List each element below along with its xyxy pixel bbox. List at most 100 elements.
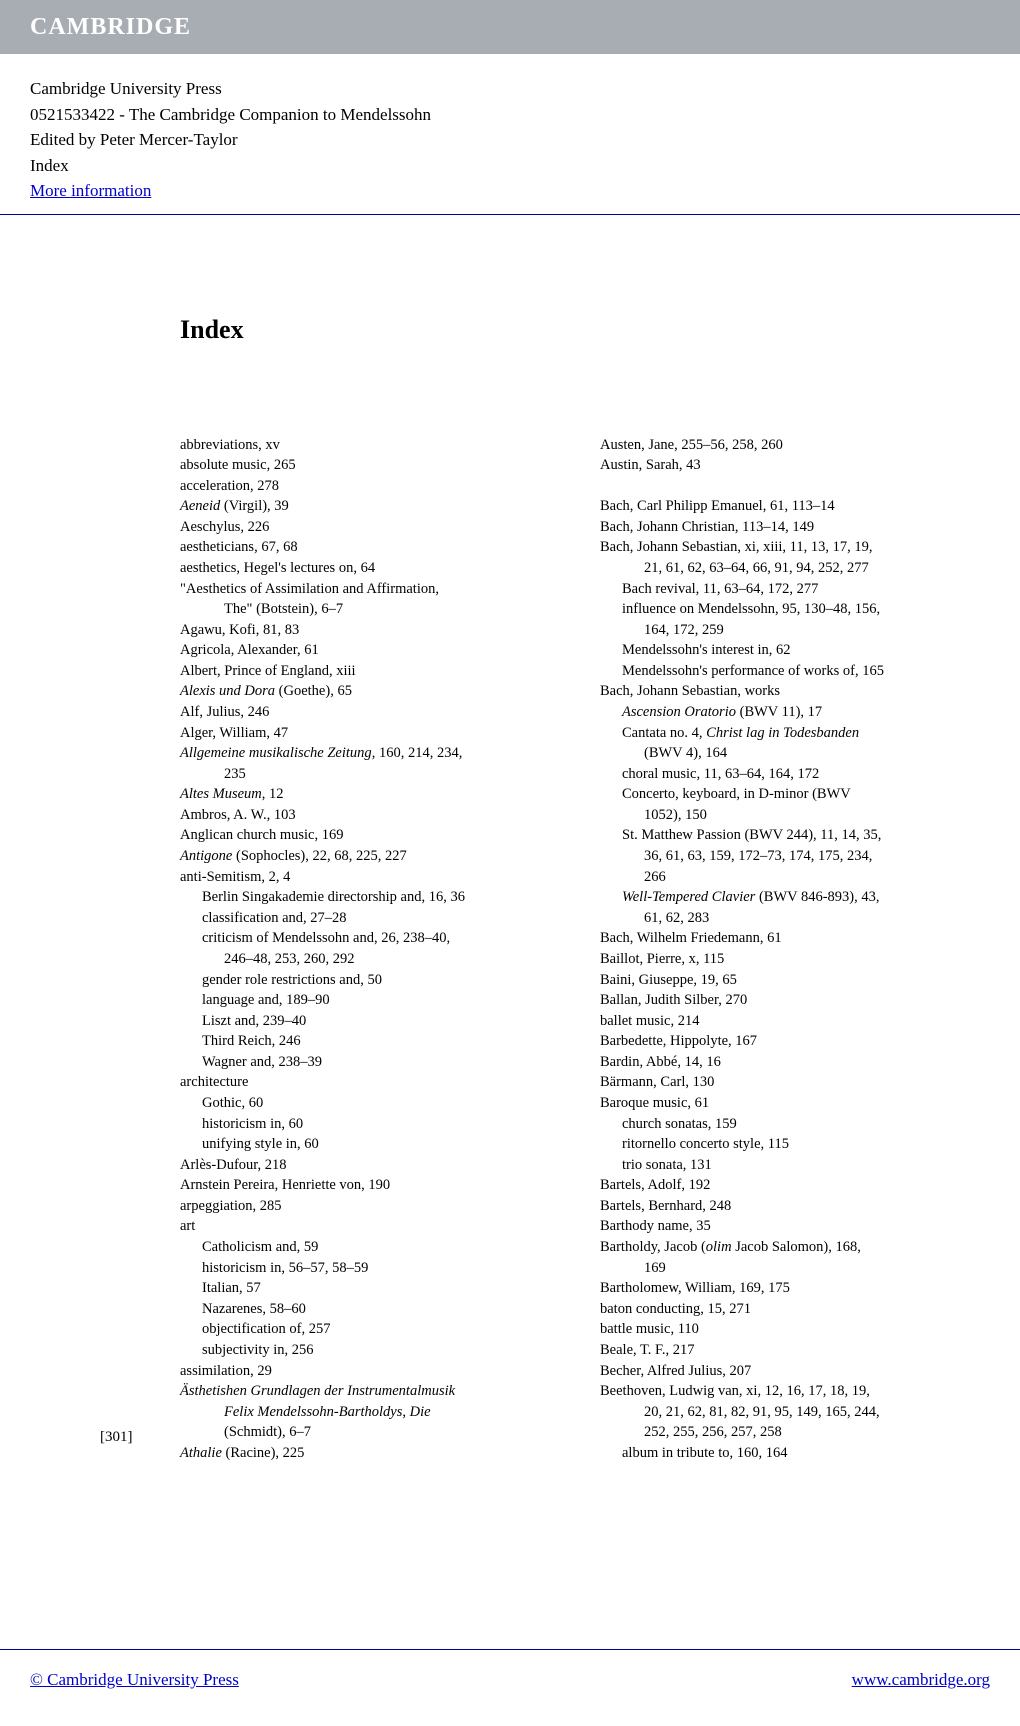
index-entry: 164, 172, 259: [600, 620, 990, 641]
footer-divider: [0, 1649, 1020, 1650]
index-entry: 252, 255, 256, 257, 258: [600, 1422, 990, 1443]
index-entry: Bartholdy, Jacob (olim Jacob Salomon), 1…: [600, 1237, 990, 1258]
index-entry: Becher, Alfred Julius, 207: [600, 1361, 990, 1382]
page-number: [301]: [100, 1429, 133, 1446]
index-entry: 21, 61, 62, 63–64, 66, 91, 94, 252, 277: [600, 558, 990, 579]
index-entry: trio sonata, 131: [600, 1155, 990, 1176]
index-entry: (Schmidt), 6–7: [180, 1422, 570, 1443]
index-entry: Italian, 57: [180, 1278, 570, 1299]
index-entry: Bartholomew, William, 169, 175: [600, 1278, 990, 1299]
index-entry: historicism in, 56–57, 58–59: [180, 1258, 570, 1279]
footer: © Cambridge University Press www.cambrid…: [30, 1670, 990, 1690]
index-entry: ritornello concerto style, 115: [600, 1134, 990, 1155]
index-entry: Aeneid (Virgil), 39: [180, 496, 570, 517]
index-columns: abbreviations, xvabsolute music, 265acce…: [180, 435, 990, 1464]
index-entry: Baini, Giuseppe, 19, 65: [600, 970, 990, 991]
index-entry: Bach, Wilhelm Friedemann, 61: [600, 928, 990, 949]
index-entry: classification and, 27–28: [180, 908, 570, 929]
index-entry: gender role restrictions and, 50: [180, 970, 570, 991]
index-entry: Bach, Johann Sebastian, xi, xiii, 11, 13…: [600, 537, 990, 558]
index-entry: absolute music, 265: [180, 455, 570, 476]
index-entry: 235: [180, 764, 570, 785]
index-entry: Agricola, Alexander, 61: [180, 640, 570, 661]
index-entry: Ballan, Judith Silber, 270: [600, 990, 990, 1011]
index-entry: Catholicism and, 59: [180, 1237, 570, 1258]
index-entry: Alexis und Dora (Goethe), 65: [180, 681, 570, 702]
index-entry: subjectivity in, 256: [180, 1340, 570, 1361]
index-entry: Allgemeine musikalische Zeitung, 160, 21…: [180, 743, 570, 764]
index-entry: anti-Semitism, 2, 4: [180, 867, 570, 888]
index-entry: 20, 21, 62, 81, 82, 91, 95, 149, 165, 24…: [600, 1402, 990, 1423]
index-entry: Beale, T. F., 217: [600, 1340, 990, 1361]
content: Index abbreviations, xvabsolute music, 2…: [0, 215, 1020, 1464]
footer-copyright-link[interactable]: © Cambridge University Press: [30, 1670, 239, 1690]
index-entry: Third Reich, 246: [180, 1031, 570, 1052]
index-entry: Altes Museum, 12: [180, 784, 570, 805]
section-line: Index: [30, 153, 990, 179]
index-entry: Well-Tempered Clavier (BWV 846-893), 43,: [600, 887, 990, 908]
index-entry: aestheticians, 67, 68: [180, 537, 570, 558]
index-entry: Aeschylus, 226: [180, 517, 570, 538]
editor-line: Edited by Peter Mercer-Taylor: [30, 127, 990, 153]
index-entry: baton conducting, 15, 271: [600, 1299, 990, 1320]
index-entry: Bach, Carl Philipp Emanuel, 61, 113–14: [600, 496, 990, 517]
index-entry: Nazarenes, 58–60: [180, 1299, 570, 1320]
index-entry: Liszt and, 239–40: [180, 1011, 570, 1032]
index-entry: acceleration, 278: [180, 476, 570, 497]
index-entry: Barbedette, Hippolyte, 167: [600, 1031, 990, 1052]
index-entry: arpeggiation, 285: [180, 1196, 570, 1217]
index-entry: assimilation, 29: [180, 1361, 570, 1382]
index-entry: influence on Mendelssohn, 95, 130–48, 15…: [600, 599, 990, 620]
index-entry: unifying style in, 60: [180, 1134, 570, 1155]
index-entry: (BWV 4), 164: [600, 743, 990, 764]
index-entry: Agawu, Kofi, 81, 83: [180, 620, 570, 641]
index-entry: Bartels, Bernhard, 248: [600, 1196, 990, 1217]
index-entry: Berlin Singakademie directorship and, 16…: [180, 887, 570, 908]
index-entry: [600, 476, 990, 497]
index-entry: Gothic, 60: [180, 1093, 570, 1114]
index-entry: The" (Botstein), 6–7: [180, 599, 570, 620]
top-banner: CAMBRIDGE: [0, 0, 1020, 54]
index-entry: 246–48, 253, 260, 292: [180, 949, 570, 970]
index-entry: Ascension Oratorio (BWV 11), 17: [600, 702, 990, 723]
index-entry: objectification of, 257: [180, 1319, 570, 1340]
index-entry: battle music, 110: [600, 1319, 990, 1340]
index-entry: album in tribute to, 160, 164: [600, 1443, 990, 1464]
index-entry: historicism in, 60: [180, 1114, 570, 1135]
header-info: Cambridge University Press 0521533422 - …: [0, 54, 1020, 214]
index-entry: 169: [600, 1258, 990, 1279]
index-entry: 266: [600, 867, 990, 888]
index-entry: Arlès-Dufour, 218: [180, 1155, 570, 1176]
index-entry: art: [180, 1216, 570, 1237]
index-entry: Felix Mendelssohn-Bartholdys, Die: [180, 1402, 570, 1423]
footer-site-link[interactable]: www.cambridge.org: [852, 1670, 990, 1690]
index-entry: Bach, Johann Christian, 113–14, 149: [600, 517, 990, 538]
index-entry: Mendelssohn's performance of works of, 1…: [600, 661, 990, 682]
index-title: Index: [180, 315, 990, 345]
index-entry: ballet music, 214: [600, 1011, 990, 1032]
index-entry: Alf, Julius, 246: [180, 702, 570, 723]
index-entry: choral music, 11, 63–64, 164, 172: [600, 764, 990, 785]
index-entry: 61, 62, 283: [600, 908, 990, 929]
index-entry: Albert, Prince of England, xiii: [180, 661, 570, 682]
index-entry: 1052), 150: [600, 805, 990, 826]
more-info-link[interactable]: More information: [30, 181, 151, 200]
index-entry: Alger, William, 47: [180, 723, 570, 744]
index-entry: church sonatas, 159: [600, 1114, 990, 1135]
index-entry: St. Matthew Passion (BWV 244), 11, 14, 3…: [600, 825, 990, 846]
index-entry: Anglican church music, 169: [180, 825, 570, 846]
index-entry: Baroque music, 61: [600, 1093, 990, 1114]
index-entry: Concerto, keyboard, in D-minor (BWV: [600, 784, 990, 805]
index-entry: aesthetics, Hegel's lectures on, 64: [180, 558, 570, 579]
index-entry: abbreviations, xv: [180, 435, 570, 456]
index-entry: Bach, Johann Sebastian, works: [600, 681, 990, 702]
index-entry: Bardin, Abbé, 14, 16: [600, 1052, 990, 1073]
index-entry: Ästhetishen Grundlagen der Instrumentalm…: [180, 1381, 570, 1402]
cambridge-logo: CAMBRIDGE: [30, 14, 191, 41]
index-entry: Bartels, Adolf, 192: [600, 1175, 990, 1196]
index-entry: Baillot, Pierre, x, 115: [600, 949, 990, 970]
index-entry: Austin, Sarah, 43: [600, 455, 990, 476]
index-entry: Beethoven, Ludwig van, xi, 12, 16, 17, 1…: [600, 1381, 990, 1402]
index-entry: Wagner and, 238–39: [180, 1052, 570, 1073]
index-entry: Cantata no. 4, Christ lag in Todesbanden: [600, 723, 990, 744]
